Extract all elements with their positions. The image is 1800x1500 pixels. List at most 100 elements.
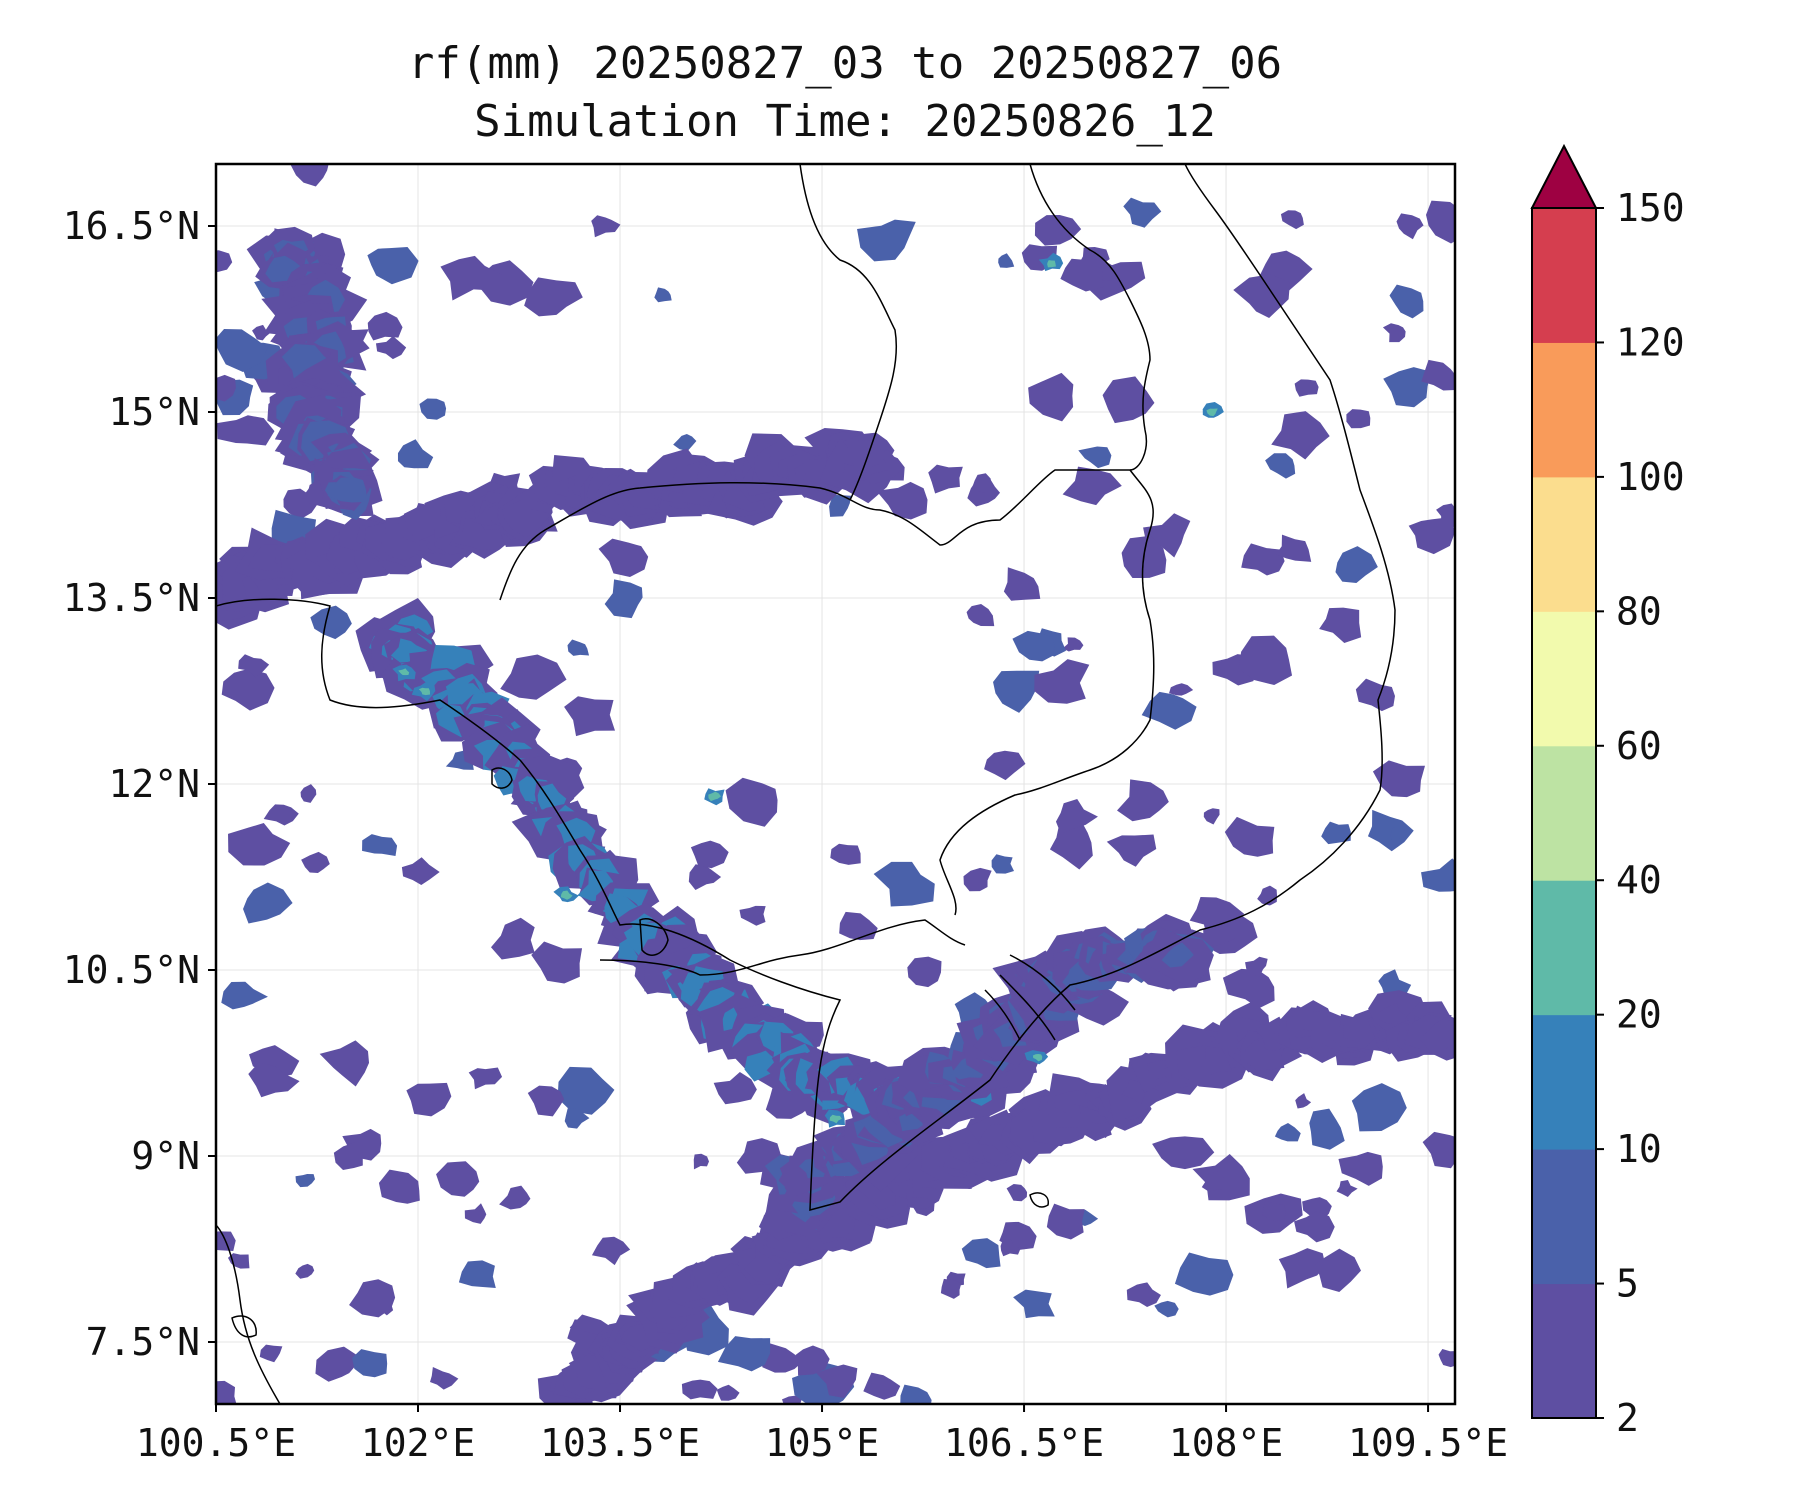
map-title-line2: Simulation Time: 20250826_12 <box>474 96 1216 147</box>
rain-patch <box>216 1380 237 1404</box>
rain-patch <box>1378 969 1412 999</box>
colorbar-segment <box>1532 1283 1596 1419</box>
x-tick-label: 100.5°E <box>136 1421 296 1465</box>
rain-patch <box>419 398 447 420</box>
rain-patch <box>1169 683 1194 696</box>
rain-patch <box>1047 260 1056 268</box>
colorbar-segment <box>1532 880 1596 1016</box>
rain-patch <box>1389 284 1424 319</box>
rain-patch <box>1003 567 1041 601</box>
island-koh-kong <box>491 767 513 789</box>
rain-patch <box>1338 1151 1383 1186</box>
rain-patch <box>693 1153 709 1170</box>
rain-patch <box>401 857 440 886</box>
rain-patch <box>524 277 583 317</box>
rain-patch <box>591 1236 631 1266</box>
colorbar-segment <box>1532 208 1596 343</box>
y-tick-label: 7.5°N <box>86 1320 200 1364</box>
rain-patch <box>1367 809 1414 852</box>
rain-patch <box>839 911 878 941</box>
rain-patch <box>873 861 935 907</box>
rain-patch <box>378 1169 420 1204</box>
rain-patch <box>1078 446 1112 469</box>
rain-patch <box>739 905 766 926</box>
colorbar-tick-label: 120 <box>1616 320 1685 364</box>
colorbar-tick-label: 80 <box>1616 589 1662 633</box>
y-tick-label: 16.5°N <box>63 204 200 248</box>
rain-patch <box>1102 376 1155 424</box>
rain-patch <box>531 941 583 984</box>
rain-patch <box>367 246 419 285</box>
rain-patch <box>560 890 573 900</box>
rain-patch <box>1062 637 1084 652</box>
rain-patch <box>961 1238 1001 1269</box>
rain-patch <box>1262 1200 1286 1222</box>
rain-patch <box>1426 200 1455 244</box>
rain-patch <box>972 473 992 494</box>
rain-patch <box>846 439 888 472</box>
rain-patch <box>490 917 535 960</box>
rain-patch <box>1233 274 1290 319</box>
rain-patch <box>795 1345 830 1376</box>
rain-patch <box>1422 1131 1455 1169</box>
rain-patch <box>963 867 992 892</box>
rain-patch <box>406 1082 452 1117</box>
rain-patch <box>252 324 270 341</box>
rain-patch <box>1174 1252 1234 1296</box>
rain-patch <box>966 604 995 627</box>
rain-patch <box>1421 359 1455 391</box>
rain-patch <box>940 1278 962 1299</box>
rain-patch <box>1161 942 1194 968</box>
rain-patch <box>1152 1136 1215 1170</box>
rain-patch <box>557 1066 615 1115</box>
rain-patch <box>1421 858 1455 892</box>
y-axis: 16.5°N 15°N 13.5°N 12°N 10.5°N 9°N 7.5°N <box>63 204 216 1364</box>
rain-patch <box>1126 1282 1161 1307</box>
rain-patch <box>349 1279 396 1318</box>
rain-patch <box>1408 517 1455 555</box>
colorbar-extend-triangle <box>1530 143 1598 209</box>
colorbar-segment <box>1532 476 1596 612</box>
rain-patch <box>1224 816 1275 857</box>
rain-patch <box>367 311 403 341</box>
rain-patch <box>688 864 722 891</box>
rain-patch <box>301 851 330 874</box>
rain-patch <box>1201 1171 1228 1192</box>
rain-patch <box>1055 798 1098 834</box>
rain-patch <box>993 670 1040 713</box>
rain-patch <box>591 215 621 238</box>
coastline-malay-peninsula <box>216 1224 281 1404</box>
rain-patch <box>454 517 502 551</box>
rain-patch <box>1245 956 1268 977</box>
rain-patch <box>397 439 434 469</box>
rain-patch <box>716 1384 740 1401</box>
rain-patch <box>216 328 268 372</box>
rain-patch <box>1379 1002 1407 1025</box>
rain-patch <box>830 843 861 865</box>
rain-patch <box>1123 197 1162 228</box>
rain-patch <box>243 882 293 924</box>
rain-patch <box>310 605 352 640</box>
rain-patch <box>468 1067 503 1090</box>
x-tick-label: 106.5°E <box>944 1421 1104 1465</box>
rain-patch <box>998 253 1015 268</box>
y-tick-label: 15°N <box>108 390 200 434</box>
island-con-dao <box>1029 1192 1049 1208</box>
rain-patch <box>1201 1046 1233 1077</box>
colorbar-frame <box>1531 207 1597 1419</box>
rain-patch <box>1396 213 1424 240</box>
rain-patch <box>238 654 270 678</box>
rain-patch <box>1346 409 1371 429</box>
rain-patch <box>216 374 236 402</box>
rain-patch <box>1189 897 1245 934</box>
border-cambodia-south <box>599 919 966 976</box>
rain-patch <box>564 1108 590 1129</box>
rain-patch <box>1000 1239 1021 1257</box>
colorbar-segment <box>1532 745 1596 881</box>
colorbar-segment <box>1532 342 1596 478</box>
rain-patch <box>362 834 398 856</box>
rain-patch <box>673 433 697 452</box>
rain-patch <box>1294 1211 1335 1243</box>
rain-patch <box>816 1364 858 1398</box>
rain-patch <box>1046 1203 1085 1240</box>
